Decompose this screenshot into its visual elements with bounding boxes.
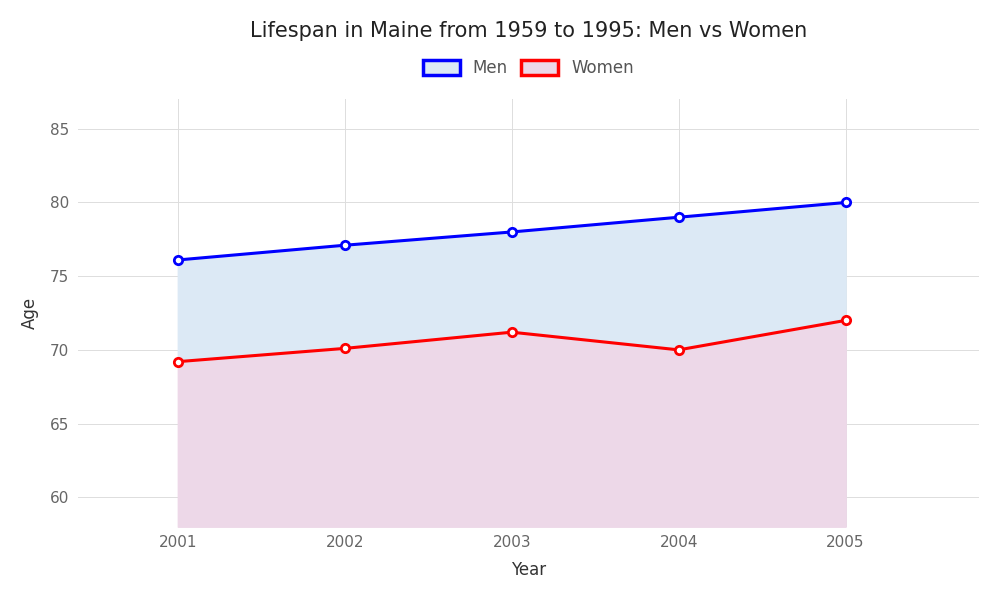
Title: Lifespan in Maine from 1959 to 1995: Men vs Women: Lifespan in Maine from 1959 to 1995: Men… [250,21,807,41]
Y-axis label: Age: Age [21,297,39,329]
Legend: Men, Women: Men, Women [416,52,641,83]
X-axis label: Year: Year [511,561,546,579]
